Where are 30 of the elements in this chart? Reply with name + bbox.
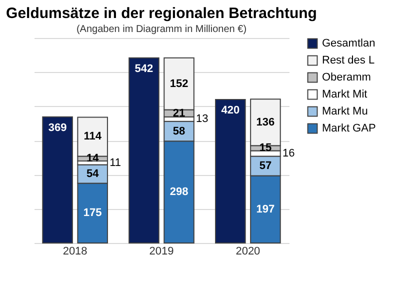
data-label: 420 <box>221 104 240 116</box>
legend-label: Gesamtlan <box>322 38 376 50</box>
chart-title: Geldumsätze in der regionalen Betrachtung <box>6 5 317 22</box>
text: 2018 <box>62 246 88 258</box>
bar <box>215 99 246 244</box>
text: 2020 <box>236 246 260 258</box>
legend-label: Rest des L <box>322 54 375 66</box>
data-label: 197 <box>256 203 275 216</box>
data-label: 54 <box>86 168 100 180</box>
bar <box>42 116 73 244</box>
data-label: 298 <box>170 186 188 198</box>
data-label: 136 <box>256 116 275 128</box>
data-label: 11 <box>110 156 122 169</box>
bar <box>128 57 160 244</box>
data-label: 13 <box>196 113 208 126</box>
chart-subtitle: (Angaben im Diagramm in Millionen €) <box>76 24 247 35</box>
data-label: 16 <box>282 147 295 160</box>
data-label: 542 <box>134 62 154 75</box>
data-label: 175 <box>83 207 102 220</box>
data-label: 114 <box>84 130 102 143</box>
data-label: 58 <box>172 125 186 138</box>
legend-label: Markt Mu <box>322 106 368 118</box>
legend-label: Oberamm <box>322 72 371 84</box>
legend-label: Markt GAP <box>322 122 376 134</box>
data-label: 57 <box>259 160 272 172</box>
data-label: 369 <box>48 122 67 134</box>
legend-label: Markt Mit <box>322 88 368 100</box>
text: 2019 <box>149 246 174 258</box>
data-label: 152 <box>170 78 188 90</box>
data-label: 21 <box>172 107 186 120</box>
